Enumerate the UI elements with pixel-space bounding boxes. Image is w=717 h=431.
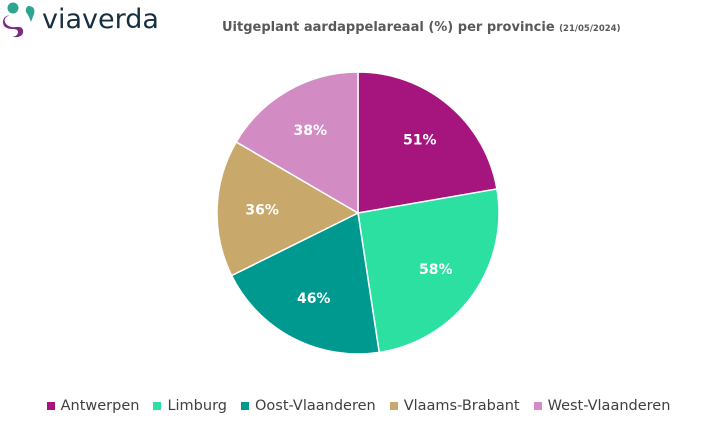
legend-item: West-Vlaanderen [533,398,671,414]
legend-item: Vlaams-Brabant [389,398,520,414]
pie-slices [216,71,500,355]
chart-title-main: Uitgeplant aardappelareaal (%) per provi… [222,20,555,35]
pie-slice-limburg [357,188,500,354]
legend-item: Limburg [153,398,227,414]
legend-item: Antwerpen [46,398,140,414]
chart-title-date: (21/05/2024) [559,24,621,34]
legend-swatch [241,402,249,410]
legend-item: Oost-Vlaanderen [241,398,376,414]
chart-legend: Antwerpen Limburg Oost-Vlaanderen Vlaams-Br… [0,398,717,414]
pie-slice-vlaams-brabant [216,140,360,277]
legend-swatch [533,402,542,410]
pie-data-label: 36% [245,203,279,219]
chart-title: Uitgeplant aardappelareaal (%) per provi… [222,20,620,35]
legend-label: West-Vlaanderen [547,398,671,414]
viaverda-logo-icon [3,2,35,38]
pie-data-label: 58% [419,262,453,278]
pie-data-label: 38% [293,123,327,139]
legend-swatch [46,402,55,410]
legend-label: Antwerpen [60,398,140,414]
logo-wordmark: viaverda [42,4,159,35]
pie-slice-antwerpen [357,71,498,214]
viaverda-logo: viaverda [0,0,170,40]
legend-swatch [389,402,398,410]
pie-data-label: 46% [297,291,331,307]
pie-data-labels: 51% 58% 46% 36% 38% [245,123,452,307]
legend-label: Vlaams-Brabant [403,398,520,414]
legend-label: Oost-Vlaanderen [255,398,376,414]
pie-slice-oost-vlaanderen [230,211,381,355]
legend-label: Limburg [167,398,227,414]
legend-swatch [153,402,162,410]
pie-chart: 51% 58% 46% 36% 38% [216,71,500,355]
pie-slice-west-vlaanderen [235,71,359,215]
pie-data-label: 51% [403,133,437,149]
